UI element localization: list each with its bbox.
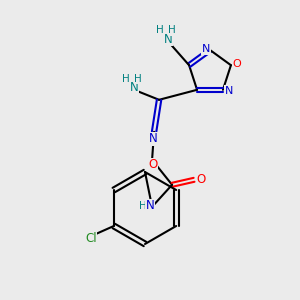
Text: N: N (130, 81, 138, 94)
Text: N: N (164, 33, 172, 46)
Text: N: N (225, 86, 233, 96)
Text: H: H (134, 74, 142, 84)
Text: H: H (139, 201, 147, 211)
Text: H: H (122, 74, 130, 84)
Text: Cl: Cl (85, 232, 97, 245)
Text: O: O (148, 158, 158, 171)
Text: O: O (196, 173, 206, 186)
Text: N: N (146, 199, 154, 212)
Text: H: H (168, 25, 176, 35)
Text: H: H (156, 25, 164, 35)
Text: N: N (202, 44, 210, 54)
Text: O: O (232, 59, 241, 69)
Text: N: N (149, 132, 158, 145)
